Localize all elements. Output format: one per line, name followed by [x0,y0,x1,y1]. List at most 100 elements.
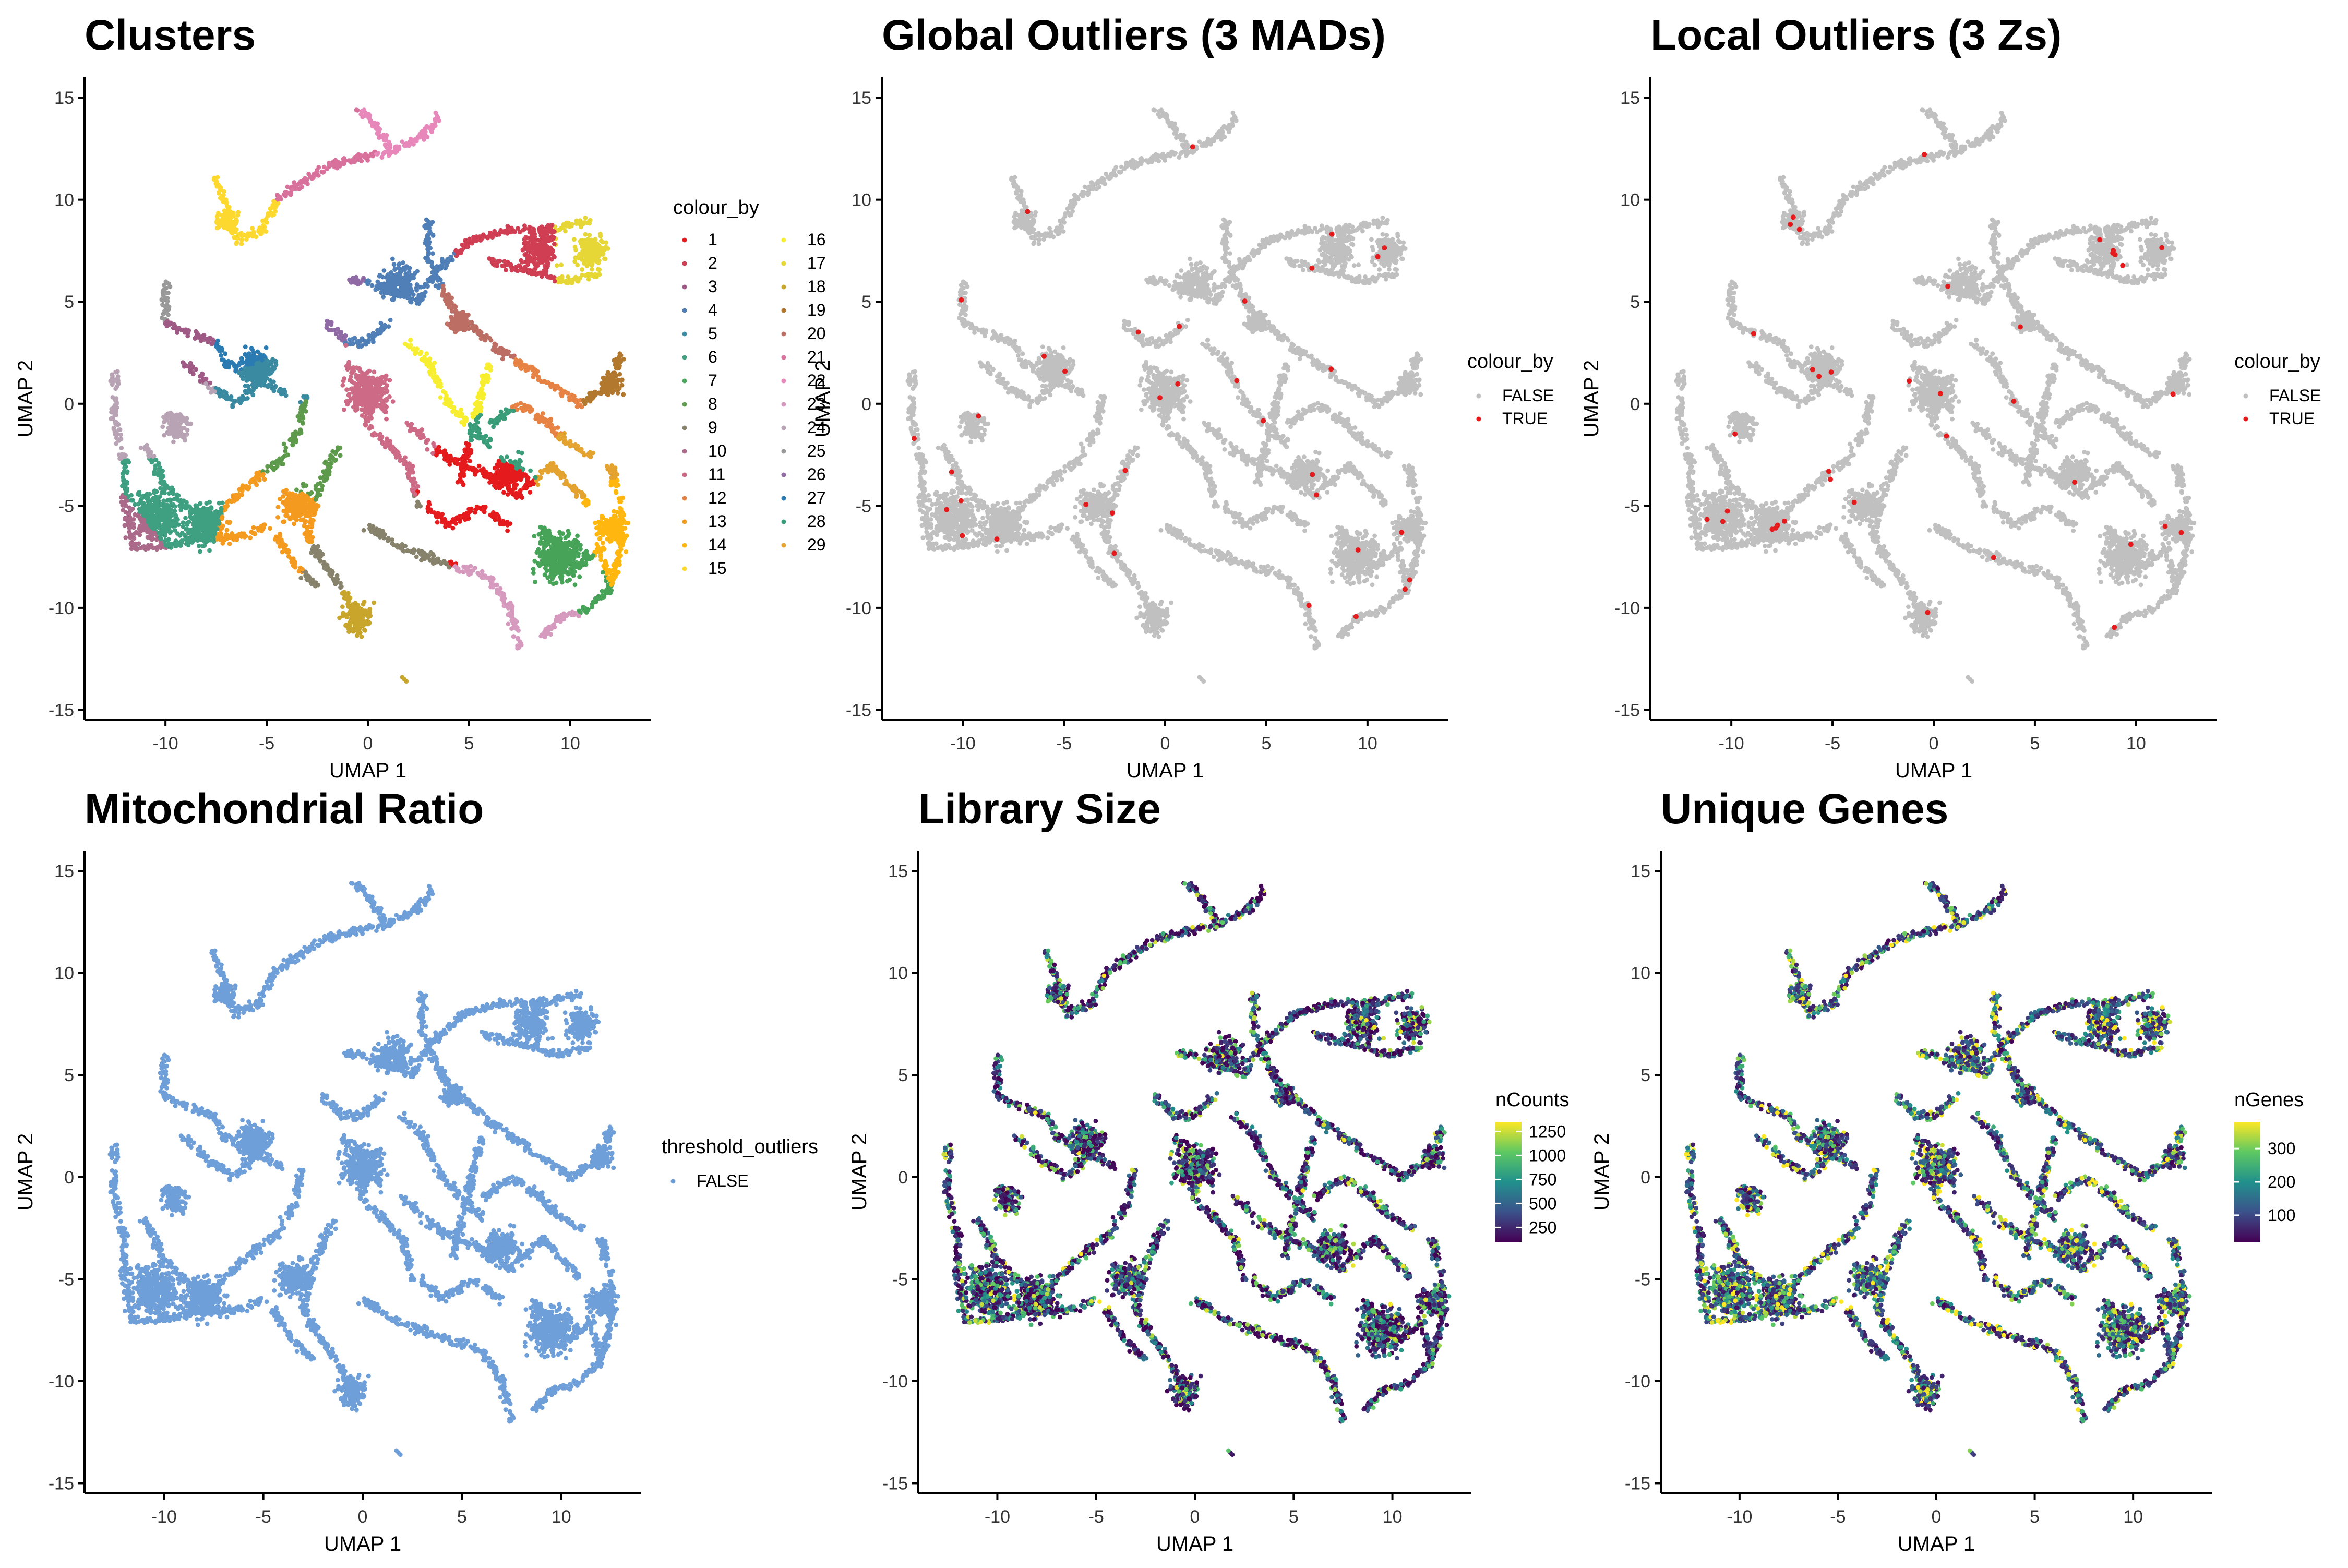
data-point [223,352,227,356]
data-point [325,568,330,572]
data-point [426,253,430,257]
data-point [357,366,362,371]
data-point [441,287,446,292]
data-point [487,336,492,341]
data-point [260,219,265,223]
data-point [272,200,277,205]
data-point [304,400,308,404]
data-point [426,232,430,237]
data-point [429,123,434,127]
data-point [381,133,386,137]
data-point [574,221,579,226]
data-point [422,137,426,142]
data-point [333,450,338,455]
data-point [203,381,208,386]
data-point [423,290,428,295]
data-point [387,140,391,145]
data-point [315,168,319,173]
data-point [448,302,453,306]
data-point [162,297,166,302]
data-point [114,396,119,401]
data-point [597,272,602,277]
data-point [169,542,174,546]
data-point [309,539,314,544]
data-point [135,547,139,552]
data-point [331,456,336,461]
data-point [249,478,254,483]
data-point [406,464,411,469]
data-point [109,416,113,421]
data-point [114,408,118,413]
data-point [294,186,298,191]
data-point [415,301,420,306]
data-point [585,396,590,401]
data-point [425,224,429,229]
data-point [582,220,587,225]
data-point [152,470,157,474]
data-point [352,280,356,285]
data-point [553,386,557,391]
data-point [588,392,592,397]
data-point [432,554,436,558]
data-point [271,379,276,384]
data-point [239,231,244,235]
data-point [306,172,311,176]
data-point [436,278,440,283]
data-point [123,495,127,500]
data-point [427,242,432,247]
data-point [229,394,234,399]
data-point [375,131,380,136]
data-point [517,263,521,268]
data-point [316,504,321,508]
data-point [424,238,428,243]
data-point [122,502,127,507]
data-point [435,560,440,565]
data-point [390,537,394,542]
data-point [182,364,187,369]
data-point [333,581,338,586]
data-point [342,590,346,594]
data-point [322,165,327,170]
data-point [590,396,595,401]
data-point [535,369,540,374]
data-point [439,561,444,566]
data-point [316,482,320,486]
data-point [498,349,502,354]
data-point [523,368,528,373]
data-point [402,143,407,148]
data-point [123,465,128,470]
scatter-points [108,107,630,684]
data-point [158,465,162,470]
data-point [502,264,507,268]
data-point [490,232,495,236]
data-point [363,152,368,157]
data-point [418,504,423,509]
data-point [394,455,399,460]
data-point [331,577,336,581]
data-point [243,390,248,395]
data-point [411,470,415,475]
data-point [215,175,220,180]
data-point [117,438,122,443]
data-point [483,338,488,343]
data-point [326,464,331,469]
data-point [123,487,128,492]
data-point [414,485,419,490]
data-point [297,181,302,186]
data-point [372,121,376,126]
data-point [540,274,544,279]
data-point [355,108,360,113]
panel-title: Clusters [85,11,256,59]
data-point [110,372,114,377]
data-point [230,403,235,408]
data-point [220,357,224,362]
data-point [394,147,399,152]
data-point [161,288,166,293]
data-point [237,532,242,536]
data-point [406,143,411,148]
data-point [449,255,453,259]
data-point [166,486,171,490]
data-point [261,472,266,477]
data-point [402,549,406,554]
